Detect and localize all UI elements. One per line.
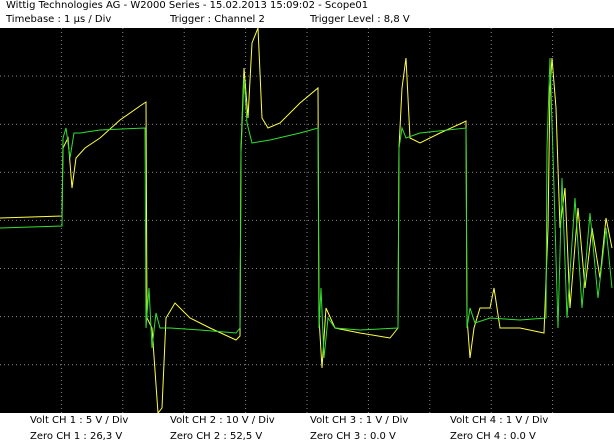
trace-ch1 bbox=[0, 28, 613, 413]
ch3-zero: Zero CH 3 : 0.0 V bbox=[310, 431, 396, 442]
ch2-zero: Zero CH 2 : 52,5 V bbox=[170, 431, 263, 442]
ch4-zero: Zero CH 4 : 0.0 V bbox=[450, 431, 536, 442]
ch1-volt: Volt CH 1 : 5 V / Div bbox=[30, 415, 129, 426]
ch3-volt: Volt CH 3 : 1 V / Div bbox=[310, 415, 409, 426]
ch4-volt: Volt CH 4 : 1 V / Div bbox=[450, 415, 549, 426]
ch2-volt: Volt CH 2 : 10 V / Div bbox=[170, 415, 275, 426]
trigger-level: Trigger Level : 8,8 V bbox=[310, 14, 410, 25]
trigger: Trigger : Channel 2 bbox=[170, 14, 265, 25]
ch1-zero: Zero CH 1 : 26,3 V bbox=[30, 431, 123, 442]
trace-ch2 bbox=[0, 57, 613, 359]
timebase: Timebase : 1 µs / Div bbox=[6, 14, 112, 25]
header-title: Wittig Technologies AG - W2000 Series - … bbox=[6, 0, 369, 11]
scope-display bbox=[0, 28, 614, 413]
